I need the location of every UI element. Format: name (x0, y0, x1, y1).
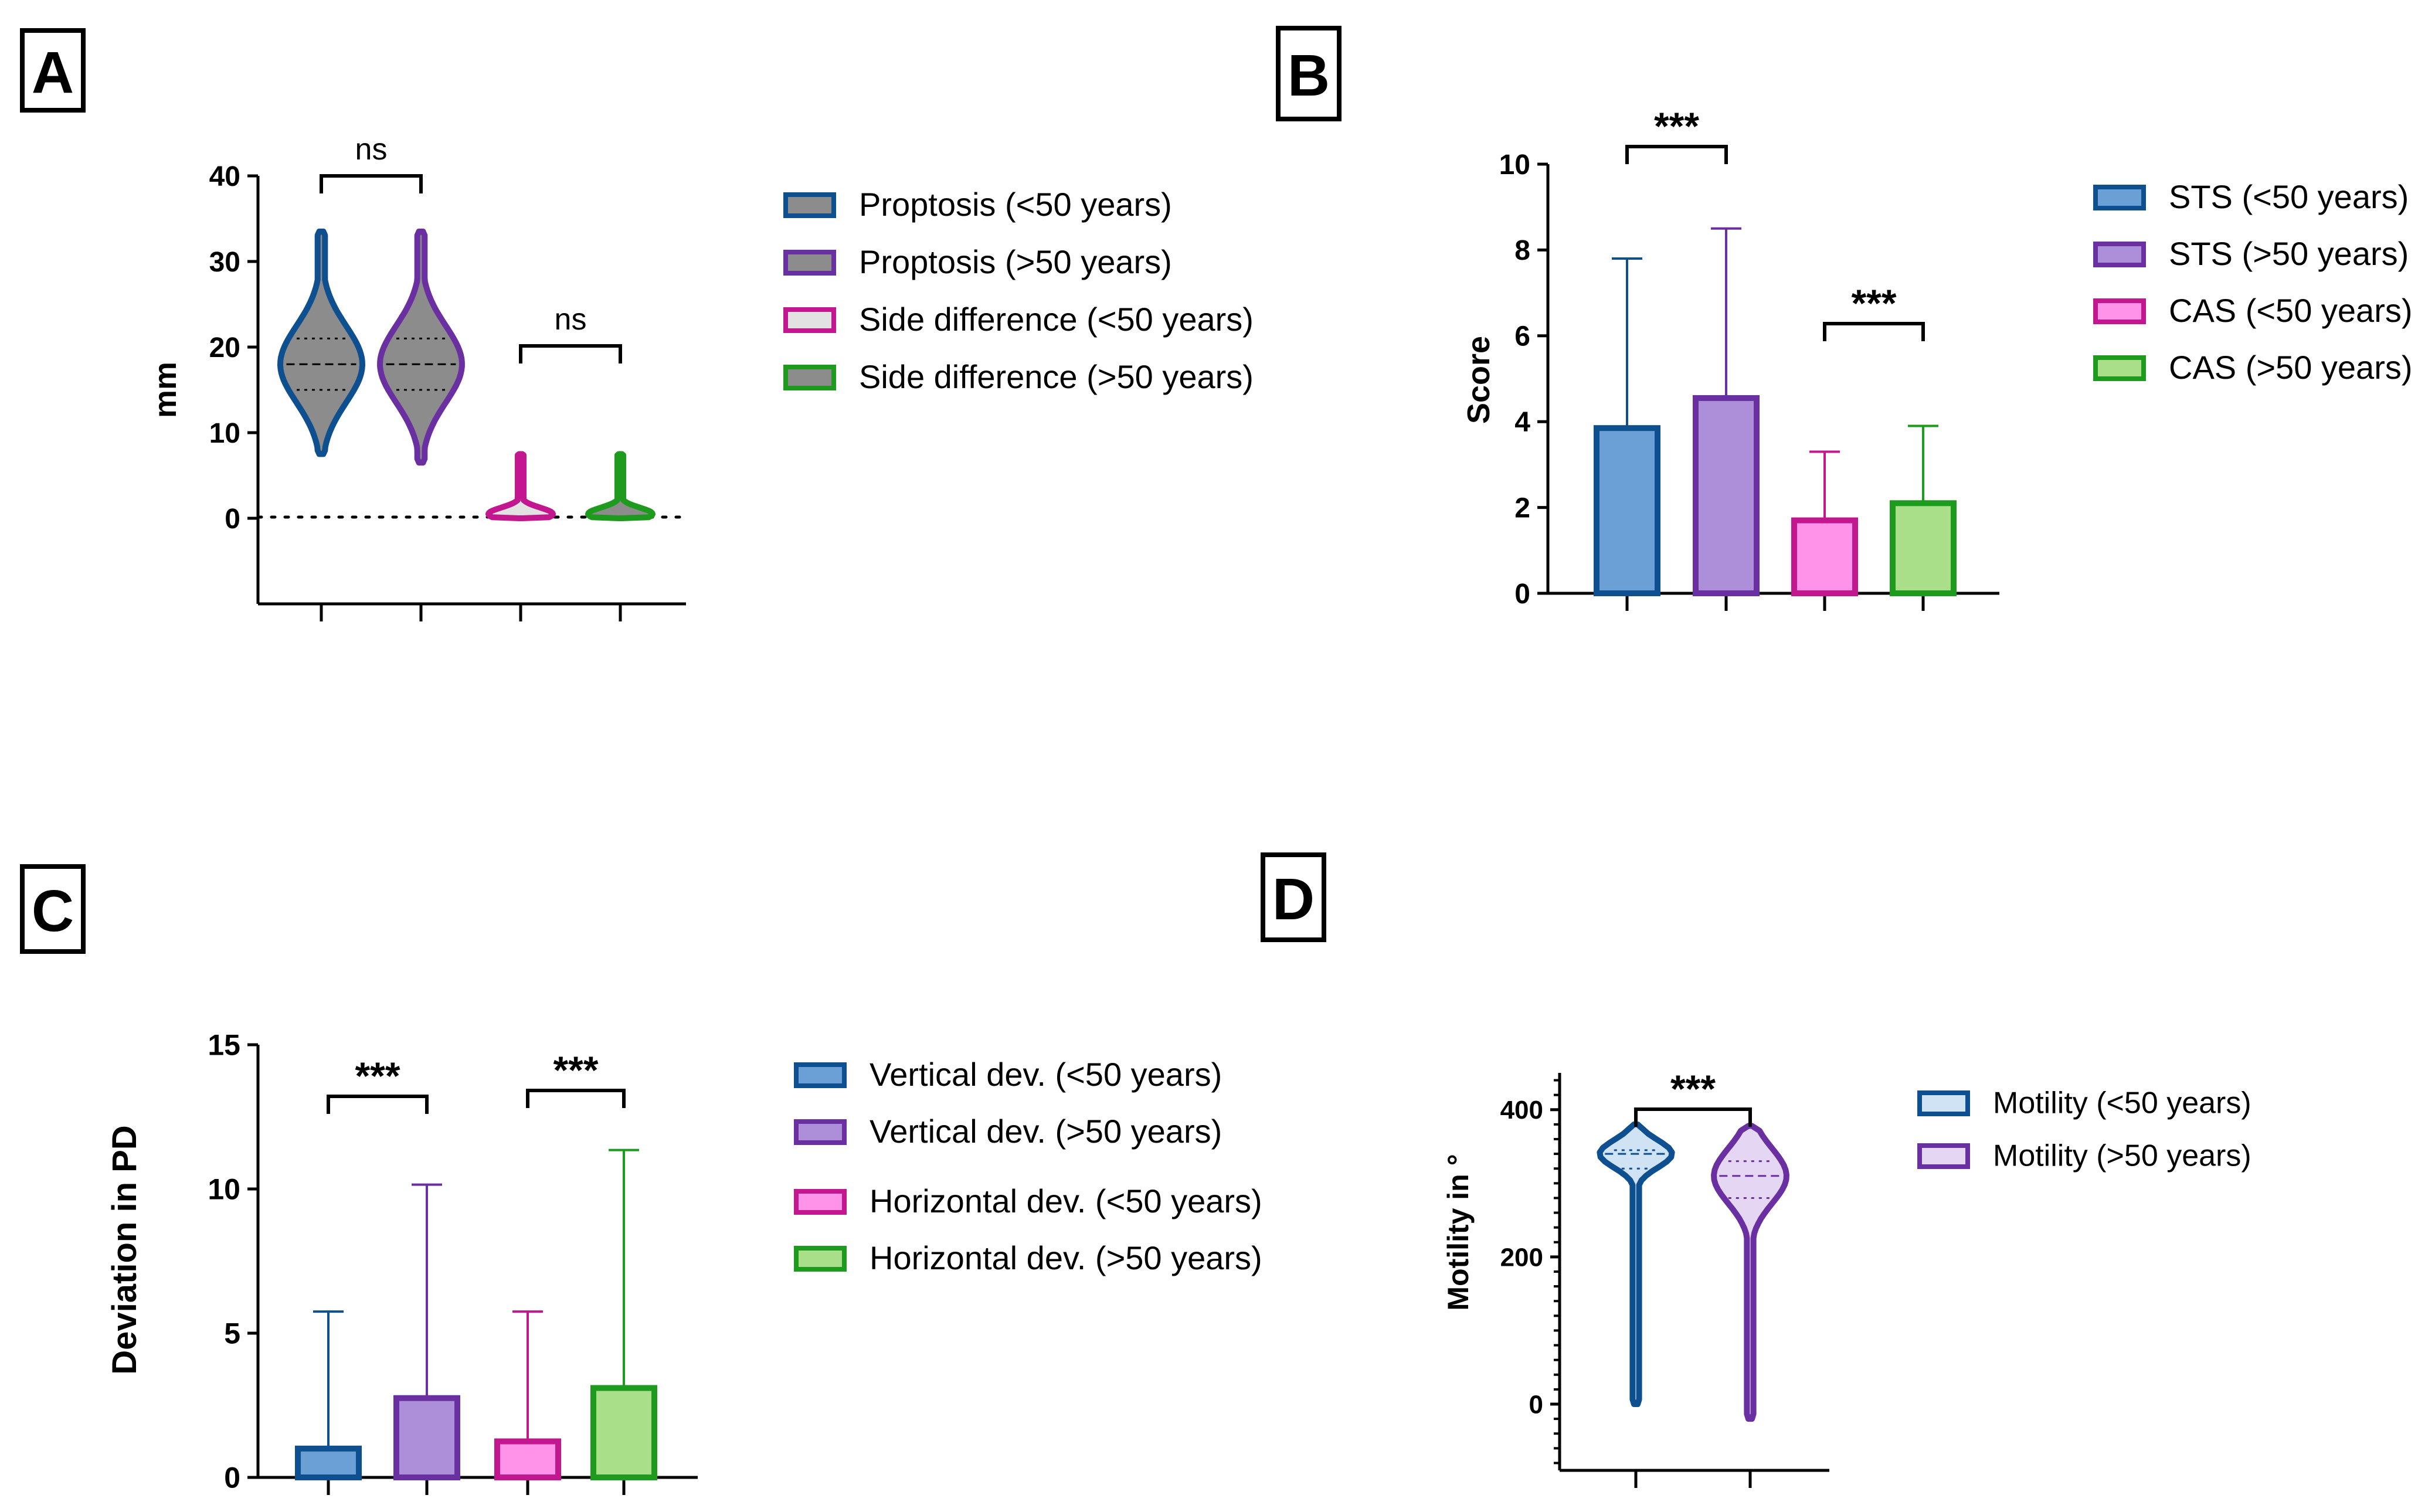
panel-a-legend: Proptosis (<50 years) Proptosis (>50 year… (783, 186, 1254, 395)
y-tick-label: 10 (208, 1173, 240, 1206)
legend-label: Motility (<50 years) (1993, 1086, 2251, 1120)
significance-label: *** (1670, 1067, 1716, 1110)
significance-bracket (526, 1089, 626, 1108)
legend-swatch (794, 1119, 847, 1145)
y-tick-label: 15 (208, 1029, 240, 1062)
legend-swatch (783, 250, 836, 276)
bar-1 (295, 1445, 362, 1481)
significance-label: *** (355, 1054, 400, 1098)
legend-label: CAS (>50 years) (2169, 349, 2413, 386)
y-tick-label: 0 (1514, 579, 1530, 610)
significance-label: *** (553, 1048, 598, 1092)
panel-label-b: B (1276, 26, 1342, 121)
panel-d-y-axis-label: Motility in ° (1442, 1154, 1475, 1310)
panel-c-y-axis-label: Deviation in PD (106, 1125, 144, 1374)
legend-label: Side difference (>50 years) (859, 358, 1254, 395)
legend-swatch (794, 1246, 847, 1272)
significance-bracket (327, 1095, 429, 1114)
panel-b-legend: STS (<50 years) STS (>50 years) CAS (<50 y… (2093, 178, 2413, 386)
svg-text:D: D (1272, 867, 1315, 932)
svg-text:B: B (1288, 43, 1330, 108)
significance-bracket (1823, 322, 1925, 341)
bar-4 (590, 1385, 657, 1480)
legend-swatch (2093, 242, 2146, 267)
legend-swatch (783, 307, 836, 333)
significance-bracket (1625, 145, 1728, 164)
significance-label: *** (1851, 281, 1896, 325)
legend-label: STS (<50 years) (2169, 178, 2409, 215)
significance-label: ns (555, 303, 587, 337)
panel-d-violin-chart: 0 200 400 Motility in ° *** (1442, 1067, 1829, 1488)
legend-swatch (794, 1062, 847, 1088)
panel-a-y-axis-label: mm (148, 362, 183, 418)
violin-3 (485, 451, 556, 521)
significance-label: *** (1654, 104, 1699, 148)
panel-c-bar-chart: 0 5 10 15 Deviation in PD *** *** (106, 1029, 698, 1495)
legend-label: Vertical dev. (>50 years) (870, 1113, 1222, 1150)
y-tick-label: 40 (209, 161, 240, 192)
panel-b-bar-chart: 0 2 4 6 8 10 Score *** *** (1461, 104, 1999, 611)
bar-2 (393, 1395, 460, 1480)
y-tick-label: 20 (209, 332, 240, 363)
significance-label: ns (355, 132, 388, 167)
y-tick-label: 0 (1529, 1390, 1543, 1419)
y-tick-label: 8 (1514, 235, 1530, 266)
bar-2 (1693, 395, 1760, 596)
legend-swatch (1917, 1090, 1970, 1116)
y-tick-label: 2 (1514, 492, 1530, 524)
legend-label: STS (>50 years) (2169, 235, 2409, 272)
bar-3 (1791, 517, 1858, 596)
y-tick-label: 10 (1499, 149, 1530, 181)
panel-label-a: A (20, 28, 86, 113)
legend-label: Horizontal dev. (<50 years) (870, 1183, 1262, 1219)
significance-bracket (320, 174, 423, 193)
legend-label: CAS (<50 years) (2169, 292, 2413, 329)
violin-2 (377, 228, 465, 466)
panel-b-y-axis-label: Score (1461, 336, 1496, 424)
legend-swatch (2093, 298, 2146, 324)
y-tick-label: 30 (209, 247, 240, 278)
panel-label-d: D (1261, 852, 1326, 942)
significance-bracket (519, 344, 622, 363)
y-tick-label: 5 (224, 1317, 240, 1350)
y-tick-label: 6 (1514, 321, 1530, 352)
svg-text:C: C (32, 878, 74, 944)
legend-swatch (2093, 355, 2146, 381)
y-tick-label: 0 (224, 1462, 240, 1494)
legend-label: Vertical dev. (<50 years) (870, 1056, 1222, 1093)
panel-c-legend: Vertical dev. (<50 years) Vertical dev. (… (794, 1056, 1262, 1276)
panel-label-c: C (20, 864, 86, 954)
bar-1 (1594, 425, 1660, 596)
violin-1 (1597, 1121, 1675, 1407)
legend-label: Side difference (<50 years) (859, 301, 1254, 338)
significance-bracket (1634, 1107, 1752, 1127)
bar-4 (1890, 500, 1957, 597)
y-tick-label: 4 (1514, 407, 1530, 438)
legend-swatch (794, 1189, 847, 1215)
legend-swatch (783, 192, 836, 218)
legend-label: Horizontal dev. (>50 years) (870, 1239, 1262, 1276)
svg-text:A: A (32, 40, 74, 106)
bar-3 (494, 1438, 561, 1480)
legend-swatch (783, 365, 836, 390)
panel-d-legend: Motility (<50 years) Motility (>50 years) (1917, 1086, 2251, 1173)
y-tick-label: 0 (225, 504, 240, 535)
legend-label: Motility (>50 years) (1993, 1139, 2251, 1173)
y-tick-label: 400 (1500, 1096, 1543, 1124)
violin-2 (1711, 1123, 1789, 1422)
violin-4 (585, 451, 656, 521)
legend-label: Proptosis (<50 years) (859, 186, 1172, 223)
y-tick-label: 10 (209, 418, 240, 449)
legend-swatch (1917, 1143, 1970, 1169)
y-tick-label: 200 (1500, 1243, 1543, 1272)
violin-1 (277, 228, 365, 457)
legend-label: Proptosis (>50 years) (859, 243, 1172, 280)
panel-a-violin-chart: 0 10 20 30 40 mm ns ns (148, 132, 688, 621)
legend-swatch (2093, 185, 2146, 210)
